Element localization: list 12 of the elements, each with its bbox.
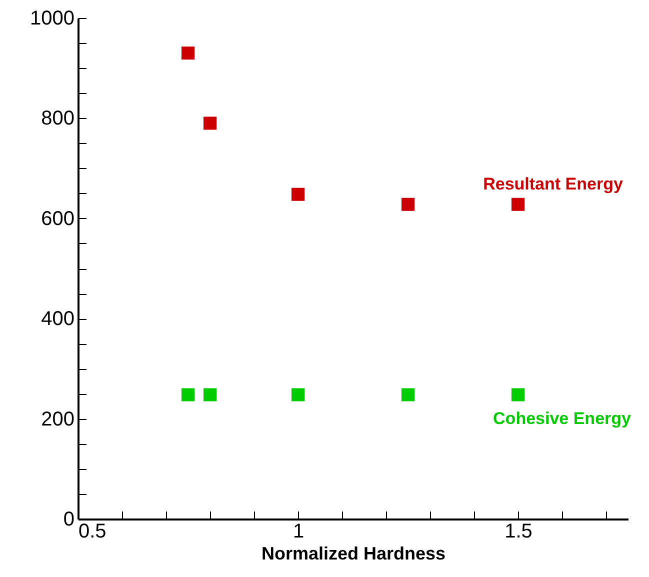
x-tick-label: 1: [292, 520, 304, 542]
y-tick-label: 1000: [30, 8, 74, 30]
series-label: Resultant Energy: [483, 174, 624, 194]
x-tick-label: 1.5: [504, 520, 532, 542]
y-tick-label: 800: [41, 108, 74, 130]
series-label: Cohesive Energy: [493, 408, 632, 428]
y-tick-label: 0: [63, 508, 74, 530]
x-tick-label: 0.5: [78, 520, 106, 542]
x-axis-title: Normalized Hardness: [261, 544, 446, 564]
y-tick-label: 200: [41, 408, 74, 430]
y-tick-label: 400: [41, 308, 74, 330]
y-tick-label: 600: [41, 208, 74, 230]
